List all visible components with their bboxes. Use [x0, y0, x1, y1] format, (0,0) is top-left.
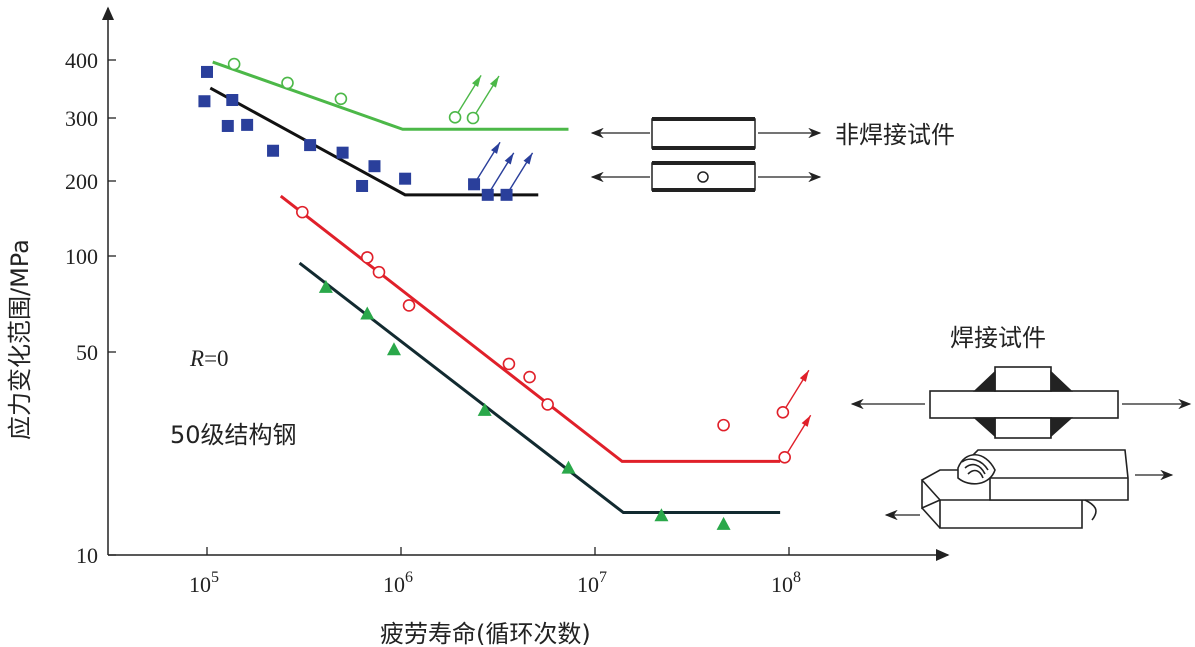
runout-arrowhead	[472, 75, 482, 87]
data-point	[267, 144, 280, 157]
data-point	[561, 460, 576, 474]
data-point	[466, 111, 480, 125]
welded-label: 焊接试件	[950, 324, 1046, 352]
y-tick-label: 100	[65, 244, 98, 269]
x-tick-label: 105	[189, 569, 219, 597]
x-tick-label: 106	[383, 569, 413, 597]
y-tick-label: 10	[76, 543, 98, 568]
unwelded-specimen-diagram	[590, 117, 822, 192]
data-point	[318, 279, 333, 293]
data-point	[201, 65, 213, 78]
data-point	[448, 111, 462, 124]
fit-line-welded-transverse	[279, 194, 781, 463]
data-point	[226, 94, 239, 107]
data-point	[334, 92, 348, 106]
data-point	[336, 146, 349, 159]
data-point	[778, 450, 791, 464]
data-point	[368, 160, 381, 173]
data-point	[502, 357, 516, 371]
data-point	[717, 418, 730, 432]
runout-arrowhead	[801, 415, 811, 427]
data-point	[356, 179, 369, 192]
fit-line-unwelded-plain	[212, 60, 569, 131]
data-point	[241, 118, 254, 131]
hole-icon	[697, 171, 709, 183]
data-point	[716, 516, 731, 530]
data-point	[221, 119, 234, 132]
data-point	[477, 402, 492, 416]
data-point	[198, 95, 211, 108]
data-point	[654, 508, 669, 522]
y-tick-label: 50	[76, 340, 98, 365]
data-point	[296, 205, 309, 219]
y-axis-label: 应力变化范围/MPa	[6, 239, 34, 440]
data-point	[399, 172, 412, 185]
data-point	[227, 57, 241, 71]
data-point	[360, 306, 375, 320]
data-point	[386, 342, 401, 356]
runout-arrowhead	[799, 370, 809, 382]
y-tick-label: 200	[65, 169, 98, 194]
runout-arrowhead	[504, 152, 514, 165]
data-point	[541, 398, 554, 411]
welded-specimen-diagram	[850, 366, 1192, 529]
ratio-annotation: R=0	[189, 346, 229, 371]
x-tick-label: 108	[771, 569, 801, 597]
data-point	[372, 265, 386, 279]
material-annotation: 50级结构钢	[170, 421, 297, 449]
runout-arrowhead	[523, 152, 533, 165]
data-point	[468, 178, 481, 191]
data-point	[500, 188, 513, 201]
y-tick-label: 300	[65, 106, 98, 131]
data-point	[402, 299, 416, 312]
runout-arrowhead	[489, 76, 499, 88]
data-point	[481, 188, 494, 201]
y-tick-label: 400	[65, 48, 98, 73]
x-axis-label: 疲劳寿命(循环次数)	[380, 620, 591, 647]
x-tick-label: 107	[577, 569, 607, 597]
data-point	[523, 370, 536, 384]
unwelded-label: 非焊接试件	[835, 121, 955, 149]
fit-line-welded-longitudinal	[298, 261, 781, 515]
data-point	[776, 405, 790, 419]
data-point	[360, 251, 374, 264]
data-point	[304, 139, 317, 152]
runout-arrowhead	[491, 142, 501, 154]
data-point	[281, 76, 294, 90]
fit-line-unwelded-with-hole	[209, 86, 539, 197]
